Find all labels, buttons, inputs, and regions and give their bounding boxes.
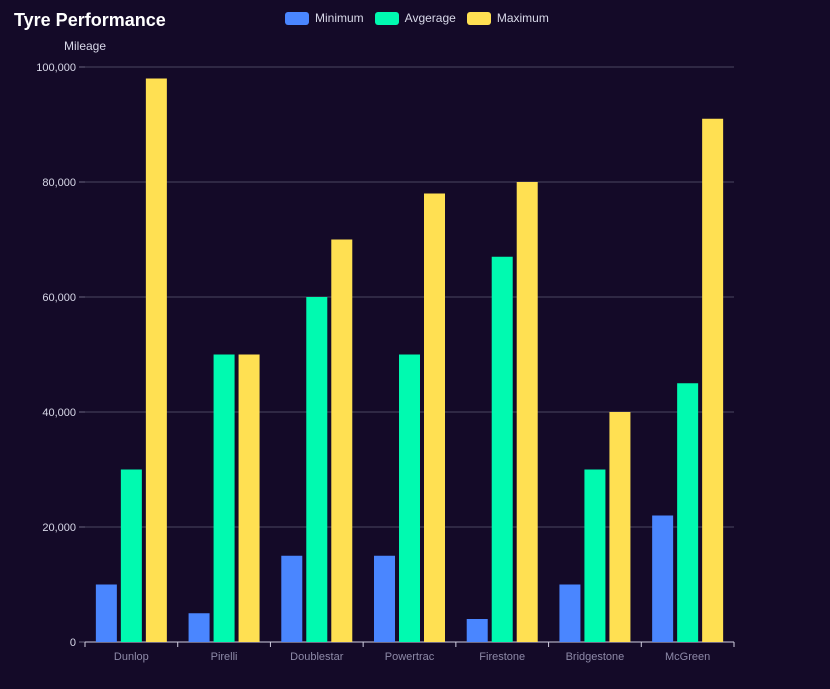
bar-avgerage-dunlop xyxy=(120,469,142,642)
legend-label-maximum: Maximum xyxy=(496,11,549,25)
x-tick-label: Firestone xyxy=(479,651,525,663)
y-axis-label: Mileage xyxy=(64,39,107,53)
y-tick-label: 20,000 xyxy=(42,522,76,534)
bar-maximum-powertrac xyxy=(424,193,445,642)
y-tick-label: 0 xyxy=(70,637,76,649)
chart-legend: Minimum Avgerage Maximum xyxy=(285,11,560,25)
bar-minimum-firestone xyxy=(466,619,488,642)
bar-minimum-pirelli xyxy=(188,613,210,642)
y-tick-label: 80,000 xyxy=(42,177,76,189)
bar-maximum-doublestar xyxy=(331,239,353,642)
bar-avgerage-pirelli xyxy=(213,354,235,642)
x-tick-label: Bridgestone xyxy=(566,651,625,663)
legend-item-minimum[interactable]: Minimum xyxy=(285,11,364,25)
x-tick-label: McGreen xyxy=(665,651,710,663)
bar-maximum-pirelli xyxy=(238,354,260,642)
legend-label-minimum: Minimum xyxy=(315,11,364,25)
y-tick-label: 60,000 xyxy=(42,292,76,304)
x-tick-label: Pirelli xyxy=(211,651,238,663)
bar-avgerage-bridgestone xyxy=(584,469,606,642)
legend-swatch-maximum xyxy=(466,11,491,25)
bar-minimum-doublestar xyxy=(281,555,303,642)
bar-avgerage-firestone xyxy=(491,256,513,642)
bar-minimum-mcgreen xyxy=(652,515,674,642)
legend-item-maximum[interactable]: Maximum xyxy=(466,11,549,25)
bar-maximum-bridgestone xyxy=(609,412,631,642)
bar-avgerage-powertrac xyxy=(399,354,420,642)
bar-minimum-powertrac xyxy=(374,555,395,642)
legend-swatch-minimum xyxy=(285,11,309,25)
bar-minimum-bridgestone xyxy=(559,584,581,642)
bar-maximum-mcgreen xyxy=(702,118,724,642)
chart-title: Tyre Performance xyxy=(14,10,166,30)
x-tick-label: Doublestar xyxy=(290,651,344,663)
legend-item-average[interactable]: Avgerage xyxy=(374,11,456,25)
x-tick-label: Powertrac xyxy=(385,651,435,663)
legend-label-average: Avgerage xyxy=(404,11,456,25)
x-tick-label: Dunlop xyxy=(114,651,149,663)
bar-maximum-firestone xyxy=(516,182,538,642)
legend-swatch-average xyxy=(374,11,399,25)
bar-maximum-dunlop xyxy=(145,78,167,642)
bar-minimum-dunlop xyxy=(95,584,117,642)
y-tick-label: 40,000 xyxy=(42,407,76,419)
bar-avgerage-mcgreen xyxy=(677,383,699,642)
y-tick-label: 100,000 xyxy=(36,62,76,74)
bar-avgerage-doublestar xyxy=(306,297,328,642)
